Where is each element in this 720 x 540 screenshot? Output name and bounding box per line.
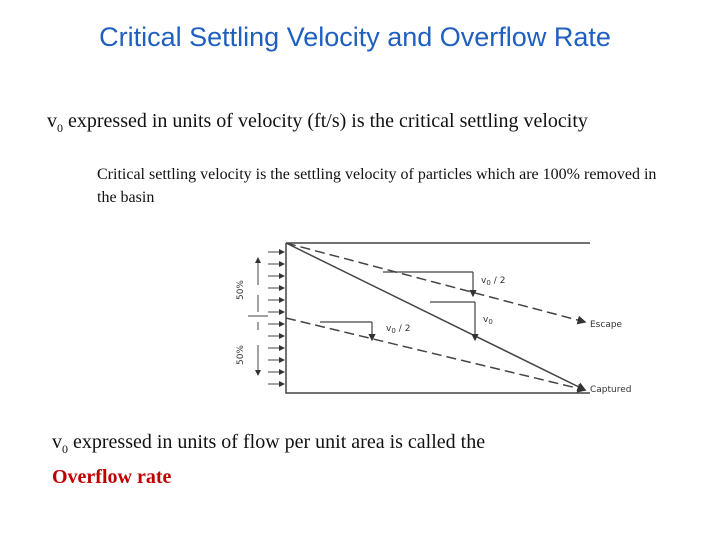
symbol: v [483, 315, 489, 325]
point-text: expressed in units of velocity (ft/s) is… [68, 110, 588, 132]
captured-path [285, 317, 587, 393]
escape-path [285, 242, 587, 325]
subscript: 0 [391, 327, 395, 335]
symbol: v [386, 324, 392, 334]
point-2: v0 expressed in units of flow per unit ar… [52, 428, 485, 491]
fraction-brackets [248, 257, 268, 376]
point-text: expressed in units of flow per unit area… [73, 431, 486, 453]
symbol: v [47, 110, 57, 132]
basin-outline [285, 243, 590, 394]
velocity-steps [320, 271, 479, 342]
escape-label: Escape [590, 320, 623, 330]
sub-point: Critical settling velocity is the settli… [97, 166, 657, 206]
upper-fraction: 50% [236, 280, 246, 300]
label-text: / 2 [399, 324, 411, 334]
subscript: 0 [488, 318, 492, 326]
upper-half-velocity: v0 / 2 [481, 276, 505, 287]
symbol: v [52, 431, 62, 453]
label-text: / 2 [494, 276, 506, 286]
point-1: v0 expressed in units of velocity (ft/s) … [47, 110, 588, 136]
basin [248, 242, 590, 394]
captured-label: Captured [590, 385, 632, 395]
subscript: 0 [57, 121, 63, 135]
lower-fraction: 50% [236, 345, 246, 365]
symbol: v [481, 276, 487, 286]
highlight: Overflow rate [52, 466, 172, 488]
subscript: 0 [486, 279, 490, 287]
lower-half-velocity: v0 / 2 [386, 324, 410, 335]
slide-title: Critical Settling Velocity and Overflow … [99, 22, 611, 52]
inflow-arrows [268, 249, 285, 387]
critical-path [285, 242, 587, 391]
velocity-label: v0 [483, 315, 493, 326]
subscript: 0 [62, 442, 68, 456]
